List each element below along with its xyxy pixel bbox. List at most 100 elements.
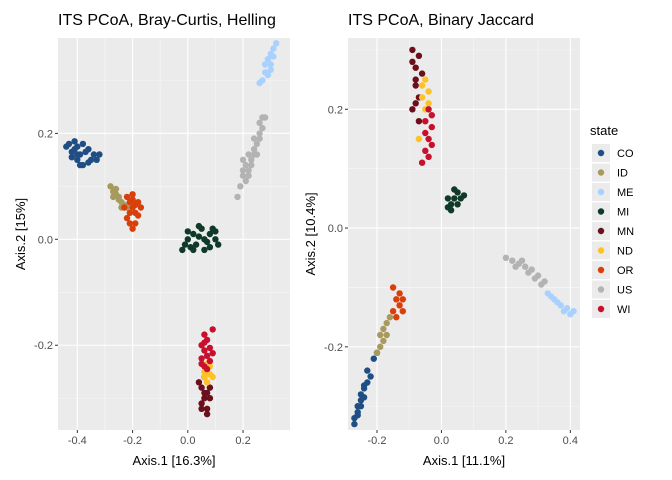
point-or: [129, 196, 136, 203]
point-mn: [415, 52, 423, 59]
legend-item-id: ID: [592, 163, 628, 182]
point-mi: [444, 195, 452, 202]
point-co: [74, 151, 81, 158]
point-us: [239, 156, 247, 163]
legend-label: OR: [617, 265, 634, 277]
point-us: [518, 257, 526, 264]
point-id: [107, 183, 114, 190]
point-co: [85, 146, 92, 153]
point-wi: [201, 347, 208, 354]
point-or: [396, 290, 403, 297]
point-or: [121, 204, 128, 211]
point-co: [76, 161, 84, 169]
legend-item-us: US: [592, 280, 632, 299]
point-co: [74, 143, 81, 150]
point-me: [256, 79, 263, 87]
point-us: [245, 172, 252, 179]
point-wi: [203, 352, 211, 359]
y-tick-label: 0.0: [328, 223, 343, 235]
x-tick-label: 0.0: [180, 435, 195, 447]
point-co: [367, 373, 374, 380]
point-mi: [206, 230, 214, 238]
chart-1-y-axis-label: Axis.2 [15%]: [13, 198, 28, 270]
point-or: [399, 296, 406, 303]
legend-title: state: [590, 123, 618, 138]
point-co: [370, 355, 377, 362]
point-or: [126, 209, 133, 216]
point-wi: [209, 350, 216, 357]
chart-2-x-axis-label: Axis.1 [11.1%]: [423, 453, 505, 468]
point-mn: [409, 106, 416, 113]
point-or: [123, 193, 131, 201]
point-mi: [460, 192, 468, 199]
point-us: [531, 275, 539, 282]
point-mi: [181, 241, 189, 248]
point-mi: [195, 233, 203, 240]
x-tick-label: 0.2: [498, 435, 513, 447]
point-id: [386, 314, 394, 321]
point-mi: [201, 246, 208, 254]
point-nd: [415, 135, 423, 143]
point-mi: [212, 236, 219, 243]
chart-1-title: ITS PCoA, Bray-Curtis, Helling: [58, 12, 276, 29]
point-co: [79, 140, 87, 148]
legend-label: US: [617, 285, 632, 297]
point-id: [383, 319, 390, 327]
point-us: [237, 183, 244, 190]
point-us: [256, 119, 263, 127]
point-mi: [451, 186, 458, 193]
chart-2-title: ITS PCoA, Binary Jaccard: [348, 12, 534, 29]
x-tick-label: -0.2: [123, 435, 142, 447]
point-mn: [412, 100, 419, 107]
point-id: [380, 325, 387, 333]
point-me: [264, 56, 272, 63]
point-co: [63, 143, 70, 150]
point-mn: [415, 118, 423, 125]
chart-2-points: [351, 46, 577, 428]
point-co: [90, 151, 98, 158]
point-mn: [412, 76, 419, 83]
point-wi: [201, 339, 208, 346]
point-mn: [198, 384, 205, 391]
legend-swatch: [597, 149, 605, 157]
point-wi: [425, 106, 432, 113]
point-id: [380, 337, 387, 345]
legend-label: ID: [617, 168, 628, 180]
chart-1-points: [63, 40, 280, 418]
y-tick-label: -0.2: [324, 342, 343, 354]
point-id: [110, 193, 117, 201]
legend-item-mi: MI: [592, 202, 629, 221]
point-id: [373, 349, 381, 356]
point-us: [245, 151, 252, 158]
legend-swatch: [597, 169, 605, 176]
legend-label: ME: [617, 187, 634, 199]
point-us: [248, 161, 255, 169]
point-or: [389, 284, 397, 291]
legend-swatch: [597, 305, 605, 313]
point-me: [267, 61, 274, 68]
point-nd: [206, 371, 214, 378]
legend-label: WI: [617, 304, 630, 316]
point-me: [554, 299, 561, 306]
point-id: [115, 196, 123, 203]
legend-swatch: [597, 247, 605, 254]
point-mn: [203, 389, 211, 397]
point-mn: [412, 64, 419, 71]
point-mn: [206, 395, 214, 402]
point-us: [253, 140, 261, 148]
point-me: [273, 40, 280, 47]
legend-swatch: [597, 227, 605, 235]
point-me: [267, 66, 274, 74]
legend-label: CO: [617, 148, 634, 160]
point-mn: [412, 82, 419, 89]
point-or: [399, 308, 406, 315]
point-mn: [203, 410, 211, 418]
point-wi: [209, 326, 216, 333]
point-wi: [201, 331, 208, 338]
point-mi: [206, 244, 214, 251]
legend-item-wi: WI: [592, 300, 630, 318]
point-us: [242, 177, 249, 185]
point-or: [129, 225, 136, 232]
point-nd: [418, 82, 426, 89]
